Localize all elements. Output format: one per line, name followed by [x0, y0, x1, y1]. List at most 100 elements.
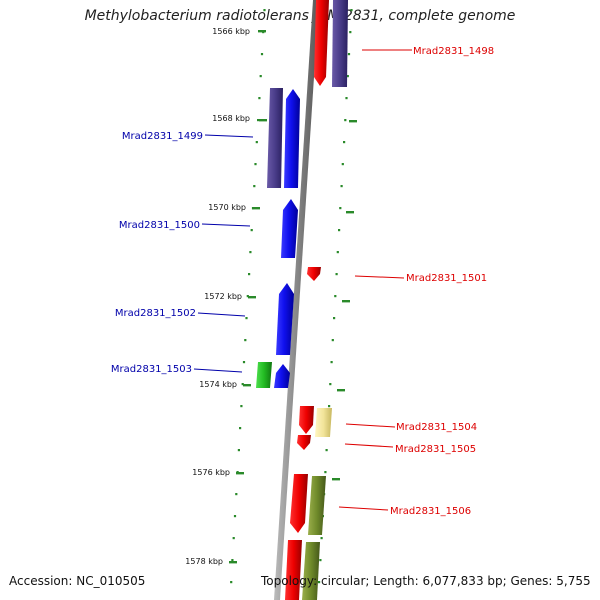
- major-ticks: [229, 30, 357, 564]
- label-mrad2831-1504[interactable]: Mrad2831_1504: [396, 422, 477, 433]
- left-tick-dot: [240, 405, 243, 408]
- gene-mrad2831-1498[interactable]: [314, 0, 329, 86]
- right-tick-dot: [329, 383, 332, 386]
- major-tick-1574: [243, 384, 251, 387]
- left-tick-dot: [249, 251, 252, 254]
- genome-title: Methylobacterium radiotolerans JCM 2831,…: [84, 8, 516, 24]
- left-tick-dot: [248, 273, 251, 276]
- gene-small-blue: [274, 364, 290, 388]
- gene-olive-bottom: [302, 542, 320, 600]
- gene-mrad2831-1501[interactable]: [307, 267, 321, 281]
- right-tick-dot: [345, 97, 348, 100]
- right-tick-dot: [339, 207, 342, 210]
- left-tick-dot: [258, 97, 261, 100]
- leader-1506: [338, 506, 389, 511]
- gene-navy-top: [332, 0, 348, 87]
- right-tick-dot: [333, 317, 336, 320]
- gene-mrad2831-1500[interactable]: [281, 199, 298, 258]
- tick-label-1566: 1566 kbp: [212, 27, 250, 36]
- tick-label-1574: 1574 kbp: [199, 380, 237, 389]
- right-tick-dot: [319, 559, 322, 562]
- right-major-tick-e: [332, 478, 340, 481]
- right-tick-dot: [338, 229, 341, 232]
- label-mrad2831-1505[interactable]: Mrad2831_1505: [395, 444, 476, 455]
- left-tick-dot: [242, 361, 246, 364]
- left-tick-dot: [260, 53, 264, 56]
- left-tick-dot: [237, 449, 240, 452]
- major-tick-1566: [258, 30, 266, 33]
- left-tick-dot: [241, 383, 244, 386]
- right-tick-dot: [343, 141, 346, 144]
- gene-red-bottom: [285, 540, 302, 600]
- right-tick-dot: [328, 405, 331, 408]
- genes: [256, 0, 348, 600]
- gene-olive: [308, 476, 326, 535]
- right-tick-dot: [330, 361, 333, 364]
- topology-text: Topology: circular; Length: 6,077,833 bp…: [261, 574, 591, 588]
- right-tick-dot: [341, 163, 344, 166]
- major-tick-1570: [252, 207, 260, 210]
- right-tick-dot: [334, 295, 337, 298]
- left-tick-dot: [250, 229, 253, 232]
- right-tick-dot: [347, 53, 351, 56]
- gene-yellow: [315, 408, 332, 437]
- left-tick-dot: [233, 515, 237, 518]
- gene-mrad2831-1503[interactable]: [256, 362, 272, 388]
- right-major-tick-d: [337, 389, 345, 392]
- left-tick-dot: [231, 559, 234, 562]
- leader-1505: [344, 443, 394, 448]
- leader-1500: [201, 223, 251, 227]
- left-tick-dot: [230, 581, 233, 584]
- right-tick-dot: [344, 119, 347, 122]
- label-mrad2831-1502[interactable]: Mrad2831_1502: [115, 308, 196, 319]
- tick-labels: 1566 kbp 1568 kbp 1570 kbp 1572 kbp 1574…: [185, 27, 250, 566]
- accession-text: Accession: NC_010505: [9, 574, 146, 588]
- leader-1504: [345, 423, 396, 428]
- right-tick-dot: [340, 185, 343, 188]
- left-tick-dot: [245, 317, 248, 320]
- gene-mrad2831-1502[interactable]: [276, 283, 294, 355]
- right-tick-dot: [324, 471, 327, 474]
- right-tick-dot: [346, 75, 349, 78]
- gene-labels: Mrad2831_1498 Mrad2831_1499 Mrad2831_150…: [111, 46, 494, 517]
- label-mrad2831-1501[interactable]: Mrad2831_1501: [406, 273, 487, 284]
- right-major-tick-a: [349, 120, 357, 123]
- major-tick-1576: [236, 472, 244, 475]
- leader-1503: [193, 368, 243, 373]
- right-tick-dot: [349, 31, 352, 34]
- label-mrad2831-1500[interactable]: Mrad2831_1500: [119, 220, 200, 231]
- right-tick-dot: [320, 537, 323, 540]
- tick-label-1578: 1578 kbp: [185, 557, 223, 566]
- genome-backbone: [274, 0, 319, 600]
- left-tick-dot: [235, 493, 238, 496]
- major-tick-1578: [229, 561, 237, 564]
- left-tick-dot: [253, 185, 256, 188]
- tick-label-1576: 1576 kbp: [192, 468, 230, 477]
- left-tick-dot: [246, 295, 249, 298]
- gene-mrad2831-1504[interactable]: [299, 406, 314, 434]
- right-major-tick-b: [346, 211, 354, 214]
- left-tick-dot: [239, 427, 242, 430]
- tick-label-1570: 1570 kbp: [208, 203, 246, 212]
- gene-mrad2831-1506[interactable]: [290, 474, 308, 533]
- label-mrad2831-1503[interactable]: Mrad2831_1503: [111, 364, 192, 375]
- right-tick-dot: [350, 9, 353, 12]
- right-tick-dot: [325, 449, 328, 452]
- gene-mrad2831-1499[interactable]: [284, 89, 300, 188]
- right-tick-dot: [331, 339, 334, 342]
- gene-mrad2831-1505[interactable]: [297, 435, 311, 450]
- leader-1499: [204, 134, 254, 138]
- right-major-tick-c: [342, 300, 350, 303]
- left-tick-dot: [232, 537, 235, 540]
- label-mrad2831-1506[interactable]: Mrad2831_1506: [390, 506, 471, 517]
- tick-label-1568: 1568 kbp: [212, 114, 250, 123]
- label-mrad2831-1498[interactable]: Mrad2831_1498: [413, 46, 494, 57]
- label-leaders: [193, 49, 412, 511]
- left-tick-dot: [263, 9, 266, 12]
- right-tick-dot: [335, 273, 338, 276]
- left-tick-dot: [255, 141, 258, 144]
- leader-1501: [354, 275, 405, 279]
- right-tick-dot: [336, 251, 339, 254]
- label-mrad2831-1499[interactable]: Mrad2831_1499: [122, 131, 203, 142]
